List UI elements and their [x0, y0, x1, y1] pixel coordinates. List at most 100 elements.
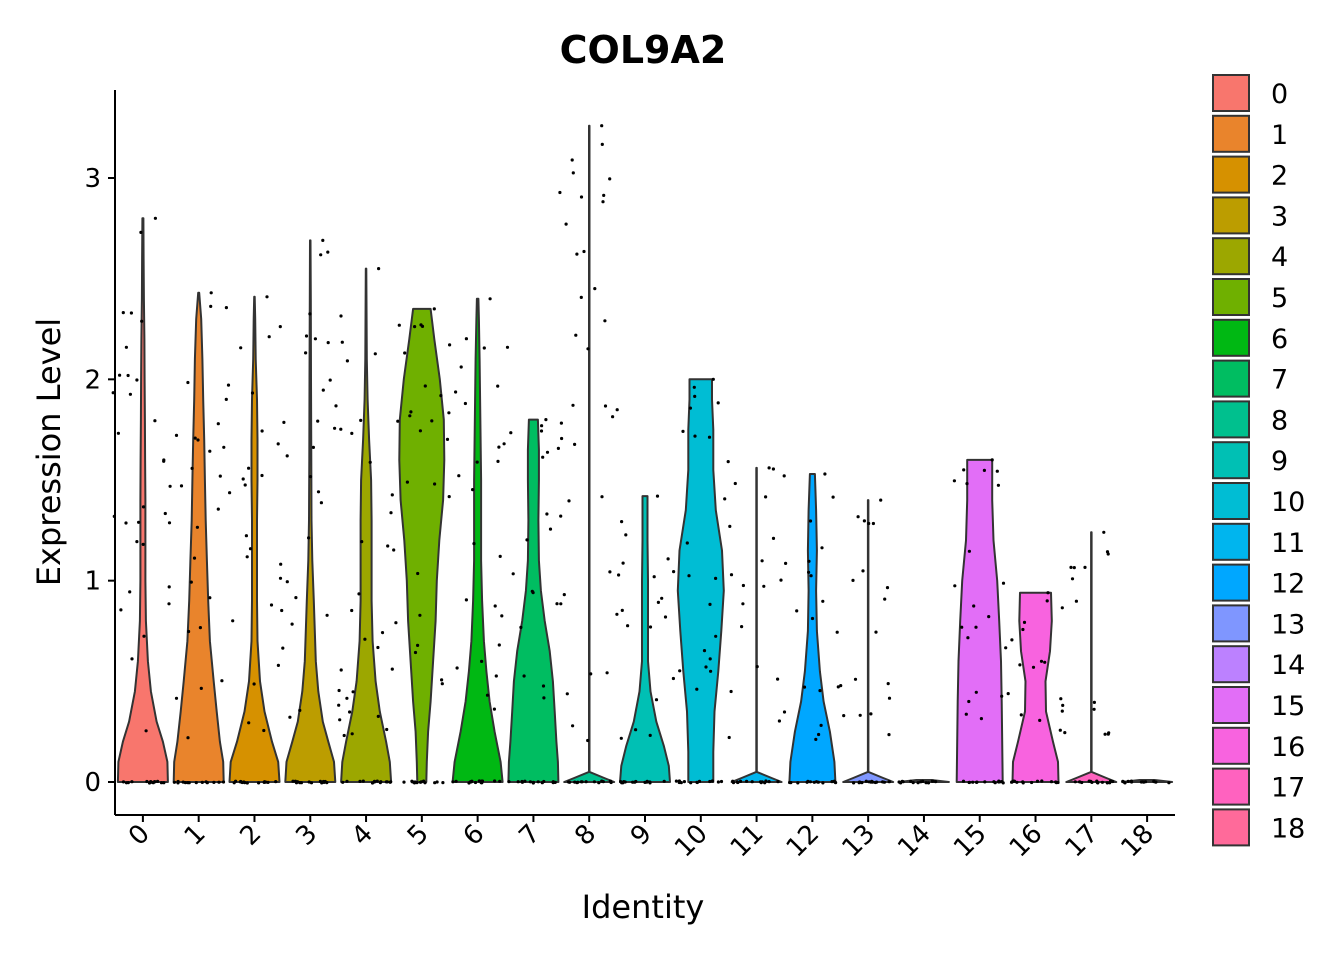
cell-point	[321, 238, 325, 242]
legend-key-0	[1212, 74, 1250, 112]
cell-point	[350, 608, 354, 613]
x-tick-label: 12	[781, 819, 826, 864]
cell-point	[242, 780, 246, 784]
cell-point	[418, 613, 422, 617]
cell-point	[708, 779, 712, 784]
cell-point	[1019, 713, 1023, 717]
cell-point	[975, 780, 979, 785]
cell-point	[282, 420, 286, 424]
cell-point	[605, 671, 609, 675]
cell-point	[708, 602, 712, 607]
cell-point	[1130, 780, 1134, 784]
cell-point	[564, 222, 568, 226]
cell-point	[745, 779, 749, 783]
cell-point	[1046, 591, 1050, 595]
cell-point	[441, 781, 445, 785]
cell-point	[311, 445, 315, 449]
cell-point	[433, 781, 437, 785]
cell-point	[523, 779, 527, 783]
cell-point	[874, 630, 878, 634]
cell-point	[454, 779, 458, 783]
cell-point	[1121, 779, 1125, 784]
cell-point	[445, 437, 450, 441]
x-tick-label: 13	[836, 819, 881, 864]
cell-point	[836, 685, 840, 689]
cell-point	[128, 590, 132, 594]
cell-point	[1105, 781, 1109, 785]
cell-point	[741, 602, 745, 606]
cell-point	[654, 698, 659, 702]
cell-point	[531, 591, 535, 595]
x-tick-label: 6	[458, 819, 491, 852]
legend-label-10: 10	[1271, 487, 1305, 518]
cell-point	[325, 613, 329, 617]
cell-point	[121, 311, 125, 315]
cell-point	[1043, 660, 1047, 664]
cell-point	[584, 780, 588, 784]
cell-point	[497, 643, 501, 647]
cell-point	[681, 429, 685, 433]
cell-point	[1069, 565, 1073, 570]
cell-point	[819, 723, 823, 728]
cell-point	[128, 392, 132, 396]
cell-point	[463, 401, 467, 406]
cell-point	[839, 684, 843, 688]
cell-point	[459, 365, 463, 369]
legend-label-8: 8	[1271, 405, 1288, 436]
cell-point	[252, 682, 256, 686]
cell-point	[279, 562, 283, 566]
cell-point	[600, 124, 604, 128]
cell-point	[782, 474, 786, 478]
cell-point	[228, 491, 232, 495]
cell-point	[245, 781, 249, 785]
cell-point	[341, 780, 345, 784]
cell-point	[243, 483, 247, 487]
x-tick-label: 16	[1004, 819, 1049, 864]
cell-point	[704, 665, 708, 669]
cell-point	[867, 521, 871, 526]
x-tick-label: 17	[1060, 819, 1105, 864]
cell-point	[586, 738, 590, 743]
cell-point	[678, 669, 682, 673]
violin-7	[507, 418, 560, 783]
violin-17	[1065, 531, 1118, 783]
cell-point	[556, 446, 561, 450]
cell-point	[152, 780, 157, 784]
cell-point	[1083, 565, 1087, 570]
cell-point	[869, 712, 873, 716]
cell-point	[200, 780, 204, 785]
cell-point	[551, 781, 555, 785]
cell-point	[260, 473, 264, 478]
cell-point	[573, 780, 577, 784]
cell-point	[1073, 780, 1077, 784]
cell-point	[447, 495, 451, 499]
cell-point	[245, 555, 249, 559]
cell-point	[153, 216, 157, 220]
cell-point	[423, 384, 427, 388]
legend-label-0: 0	[1271, 79, 1288, 110]
violin-6	[451, 297, 504, 783]
cell-point	[807, 570, 811, 574]
cell-point	[396, 419, 400, 423]
cell-point	[189, 580, 193, 584]
cell-point	[702, 649, 707, 653]
cell-point	[611, 415, 615, 419]
legend-key-4	[1212, 237, 1250, 276]
cell-point	[885, 586, 890, 590]
cell-point	[135, 378, 139, 382]
cell-point	[126, 781, 130, 785]
cell-point	[579, 295, 583, 299]
cell-point	[351, 690, 355, 694]
x-axis-title: Identity	[582, 888, 705, 926]
cell-point	[979, 717, 984, 721]
violin-11	[730, 466, 783, 783]
cell-point	[222, 445, 226, 449]
cell-point	[982, 468, 987, 472]
cell-point	[1010, 780, 1014, 784]
legend-label-4: 4	[1271, 242, 1288, 273]
cell-point	[378, 781, 382, 785]
cell-point	[574, 333, 578, 337]
cell-point	[966, 636, 970, 640]
cell-point	[697, 779, 702, 784]
cell-point	[709, 669, 713, 673]
